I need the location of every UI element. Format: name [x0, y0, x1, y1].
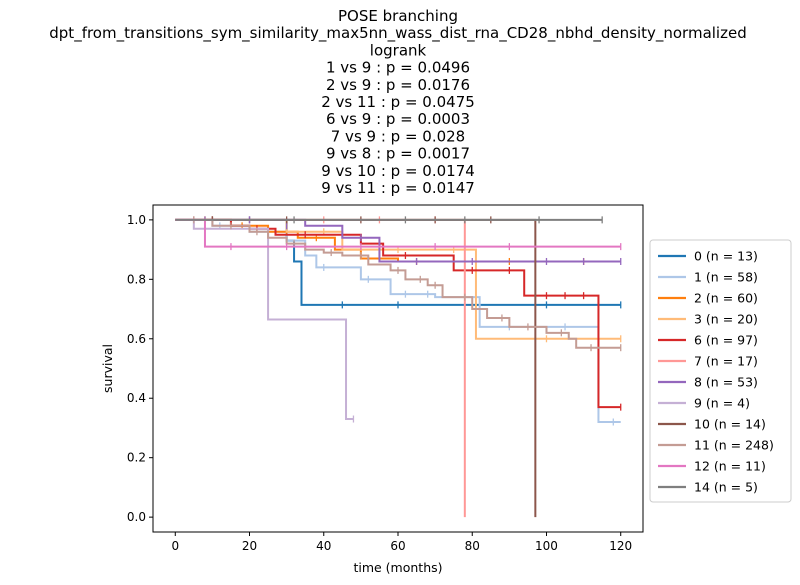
- survival-curve: [175, 218, 621, 349]
- y-tick-label: 0.6: [127, 332, 146, 346]
- survival-curve: [175, 218, 621, 263]
- legend-entry: 11 (n = 248): [694, 438, 774, 453]
- y-axis-label: survival: [100, 344, 115, 393]
- survival-curve: [175, 218, 537, 518]
- legend-entry: 14 (n = 5): [694, 480, 758, 495]
- legend-entry: 7 (n = 17): [694, 354, 758, 369]
- x-tick-label: 120: [609, 539, 632, 553]
- title-line: 2 vs 9 : p = 0.0176: [326, 76, 470, 94]
- chart-title: POSE branchingdpt_from_transitions_sym_s…: [49, 7, 746, 197]
- survival-curve: [175, 218, 354, 421]
- title-line: 2 vs 11 : p = 0.0475: [321, 93, 475, 111]
- survival-curve: [175, 218, 466, 518]
- title-line: 1 vs 9 : p = 0.0496: [326, 59, 470, 77]
- y-tick-label: 1.0: [127, 213, 146, 227]
- title-line: logrank: [370, 41, 427, 59]
- legend-entry: 2 (n = 60): [694, 291, 758, 306]
- legend-entry: 9 (n = 4): [694, 396, 750, 411]
- y-tick-label: 0.0: [127, 510, 146, 524]
- legend-entry: 6 (n = 97): [694, 333, 758, 348]
- legend-frame: [649, 239, 792, 503]
- x-tick-label: 40: [316, 539, 331, 553]
- title-line: POSE branching: [338, 7, 458, 25]
- x-tick-label: 60: [390, 539, 405, 553]
- title-line: 6 vs 9 : p = 0.0003: [326, 110, 470, 128]
- title-line: 9 vs 8 : p = 0.0017: [326, 145, 470, 163]
- legend: 0 (n = 13) 1 (n = 58) 2 (n = 60) 3 (n = 20)…: [649, 239, 792, 503]
- axes: 0 20 40 60 80 100 120 0.0 0.2 0.4 0.6 0.8 1.0: [127, 213, 632, 553]
- y-tick-label: 0.8: [127, 272, 146, 286]
- plot-area: [152, 204, 644, 533]
- x-axis-label: time (months): [353, 560, 442, 575]
- x-tick-label: 80: [465, 539, 480, 553]
- x-tick-label: 0: [171, 539, 179, 553]
- legend-entry: 1 (n = 58): [694, 270, 758, 285]
- y-tick-label: 0.2: [127, 451, 146, 465]
- legend-entry: 10 (n = 14): [694, 417, 766, 432]
- title-line: 9 vs 11 : p = 0.0147: [321, 179, 475, 197]
- x-tick-label: 20: [242, 539, 257, 553]
- legend-entry: 8 (n = 53): [694, 375, 758, 390]
- survival-curve: [175, 218, 621, 340]
- legend-entry: 0 (n = 13): [694, 249, 758, 264]
- plot-frame: [152, 204, 644, 533]
- legend-entry: 3 (n = 20): [694, 312, 758, 327]
- title-line: 7 vs 9 : p = 0.028: [331, 127, 465, 145]
- legend-entry: 12 (n = 11): [694, 459, 766, 474]
- title-line: dpt_from_transitions_sym_similarity_max5…: [49, 24, 746, 43]
- y-tick-label: 0.4: [127, 391, 146, 405]
- title-line: 9 vs 10 : p = 0.0174: [321, 162, 475, 180]
- x-tick-label: 100: [535, 539, 558, 553]
- survival-curves: [175, 216, 622, 518]
